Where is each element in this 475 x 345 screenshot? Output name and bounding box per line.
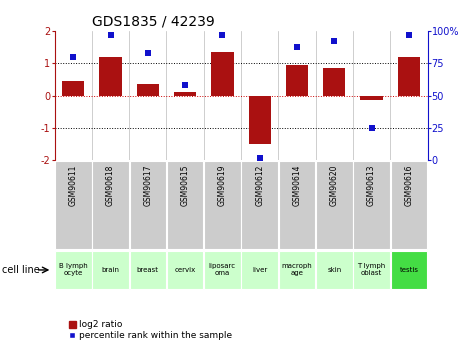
Text: GSM90617: GSM90617 xyxy=(143,165,152,206)
Text: T lymph
oblast: T lymph oblast xyxy=(358,264,386,276)
Text: breast: breast xyxy=(137,267,159,273)
Bar xyxy=(248,96,271,144)
Text: cell line: cell line xyxy=(2,265,40,275)
Bar xyxy=(279,161,315,249)
Bar xyxy=(55,251,92,289)
Text: brain: brain xyxy=(102,267,120,273)
Bar xyxy=(390,161,427,249)
Bar xyxy=(241,161,278,249)
Bar xyxy=(241,251,278,289)
Bar xyxy=(99,57,122,96)
Bar xyxy=(361,96,383,100)
Bar xyxy=(204,251,241,289)
Bar xyxy=(353,251,390,289)
Text: GSM90619: GSM90619 xyxy=(218,165,227,206)
Bar xyxy=(204,161,241,249)
Text: GSM90618: GSM90618 xyxy=(106,165,115,206)
Text: skin: skin xyxy=(327,267,342,273)
Bar xyxy=(55,161,92,249)
Text: GSM90616: GSM90616 xyxy=(404,165,413,206)
Text: GSM90612: GSM90612 xyxy=(255,165,264,206)
Text: cervix: cervix xyxy=(174,267,196,273)
Bar xyxy=(174,92,196,96)
Text: GDS1835 / 42239: GDS1835 / 42239 xyxy=(92,14,215,29)
Text: GSM90614: GSM90614 xyxy=(293,165,302,206)
Text: GSM90613: GSM90613 xyxy=(367,165,376,206)
Text: testis: testis xyxy=(399,267,418,273)
Bar xyxy=(167,251,203,289)
Bar xyxy=(323,68,345,96)
Bar xyxy=(92,251,129,289)
Bar xyxy=(167,161,203,249)
Text: GSM90611: GSM90611 xyxy=(69,165,78,206)
Bar xyxy=(286,65,308,96)
Legend: log2 ratio, percentile rank within the sample: log2 ratio, percentile rank within the s… xyxy=(69,320,233,341)
Bar xyxy=(130,161,166,249)
Bar xyxy=(130,251,166,289)
Bar xyxy=(398,57,420,96)
Bar xyxy=(211,52,234,96)
Bar xyxy=(92,161,129,249)
Text: liposarc
oma: liposarc oma xyxy=(209,264,236,276)
Text: macroph
age: macroph age xyxy=(282,264,313,276)
Bar xyxy=(137,85,159,96)
Bar xyxy=(316,161,352,249)
Text: GSM90620: GSM90620 xyxy=(330,165,339,206)
Bar xyxy=(353,161,390,249)
Text: GSM90615: GSM90615 xyxy=(180,165,190,206)
Bar xyxy=(279,251,315,289)
Text: B lymph
ocyte: B lymph ocyte xyxy=(59,264,88,276)
Bar xyxy=(316,251,352,289)
Bar xyxy=(390,251,427,289)
Text: liver: liver xyxy=(252,267,267,273)
Bar xyxy=(62,81,85,96)
